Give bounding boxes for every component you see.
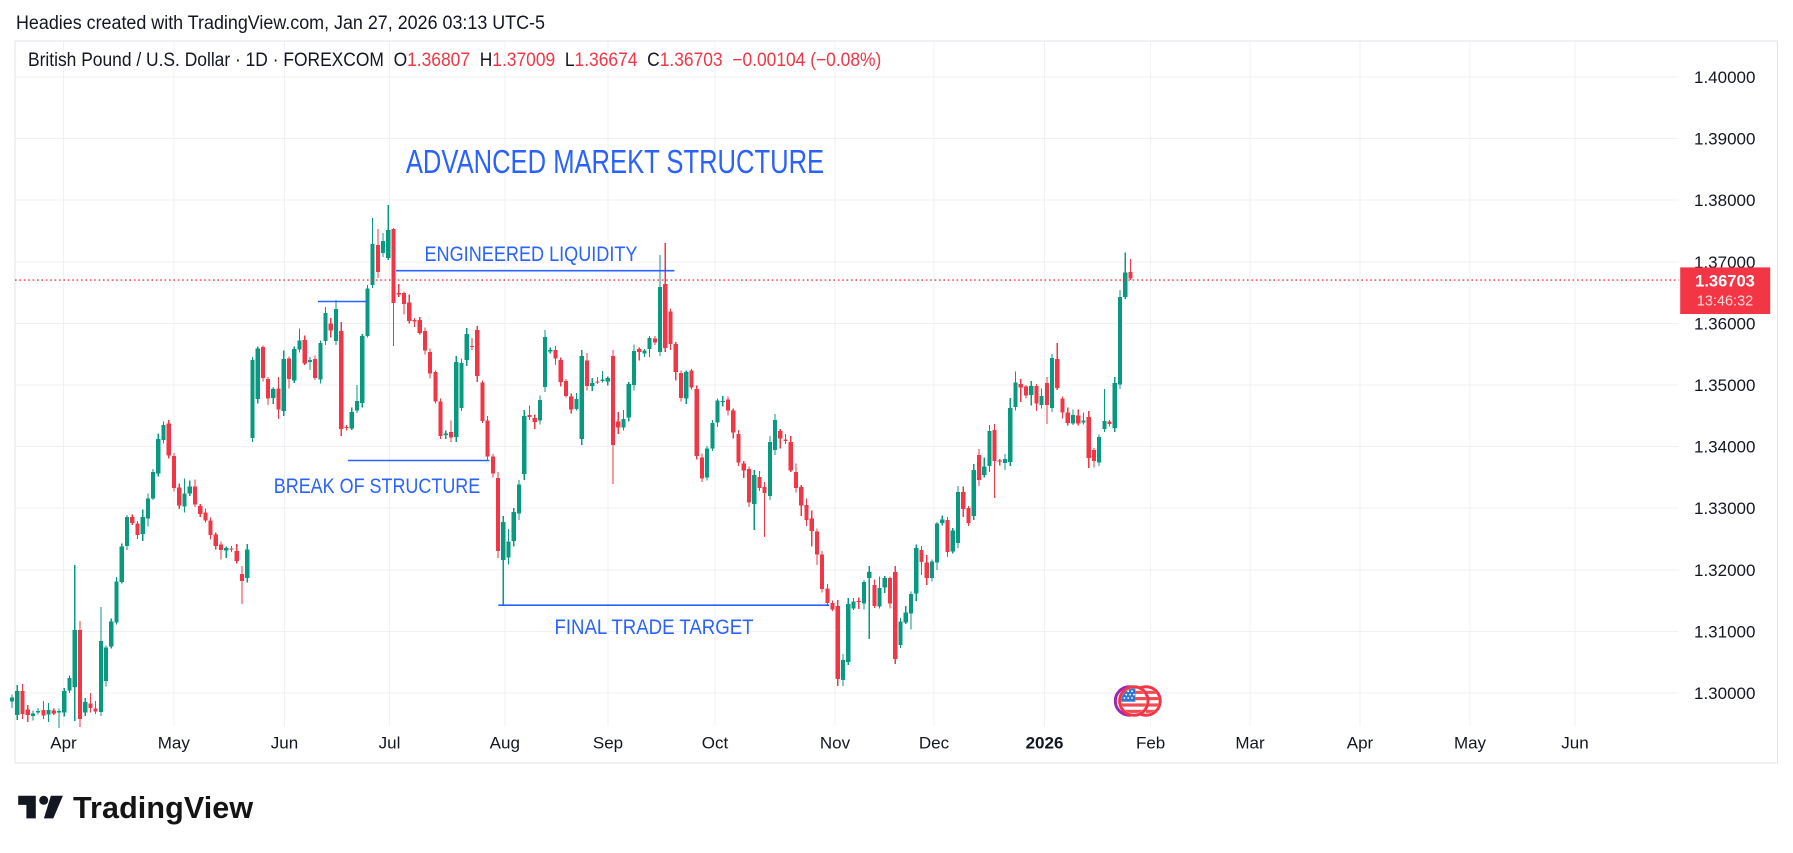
svg-text:1.36000: 1.36000 <box>1694 314 1755 333</box>
svg-text:13:46:32: 13:46:32 <box>1697 294 1753 310</box>
svg-text:Feb: Feb <box>1136 734 1165 753</box>
svg-text:Jul: Jul <box>379 734 401 753</box>
svg-text:1.30000: 1.30000 <box>1694 684 1755 703</box>
svg-text:1.38000: 1.38000 <box>1694 191 1755 210</box>
svg-text:2026: 2026 <box>1026 734 1064 753</box>
svg-text:1.39000: 1.39000 <box>1694 130 1755 149</box>
svg-text:Jun: Jun <box>1561 734 1588 753</box>
svg-text:1.32000: 1.32000 <box>1694 561 1755 580</box>
svg-text:Jun: Jun <box>271 734 298 753</box>
svg-text:Sep: Sep <box>593 734 623 753</box>
svg-text:1.37000: 1.37000 <box>1694 253 1755 272</box>
svg-text:Dec: Dec <box>919 734 950 753</box>
svg-text:Nov: Nov <box>820 734 851 753</box>
svg-text:May: May <box>158 734 191 753</box>
svg-text:Apr: Apr <box>1347 734 1374 753</box>
svg-text:1.31000: 1.31000 <box>1694 622 1755 641</box>
svg-text:Aug: Aug <box>490 734 520 753</box>
svg-text:Mar: Mar <box>1235 734 1265 753</box>
svg-text:1.33000: 1.33000 <box>1694 499 1755 518</box>
svg-text:1.36703: 1.36703 <box>1695 273 1755 291</box>
svg-text:Apr: Apr <box>50 734 77 753</box>
svg-text:TradingView: TradingView <box>73 791 253 825</box>
svg-text:May: May <box>1454 734 1487 753</box>
svg-text:1.34000: 1.34000 <box>1694 438 1755 457</box>
svg-text:Oct: Oct <box>702 734 729 753</box>
svg-text:1.35000: 1.35000 <box>1694 376 1755 395</box>
svg-text:1.40000: 1.40000 <box>1694 68 1755 87</box>
